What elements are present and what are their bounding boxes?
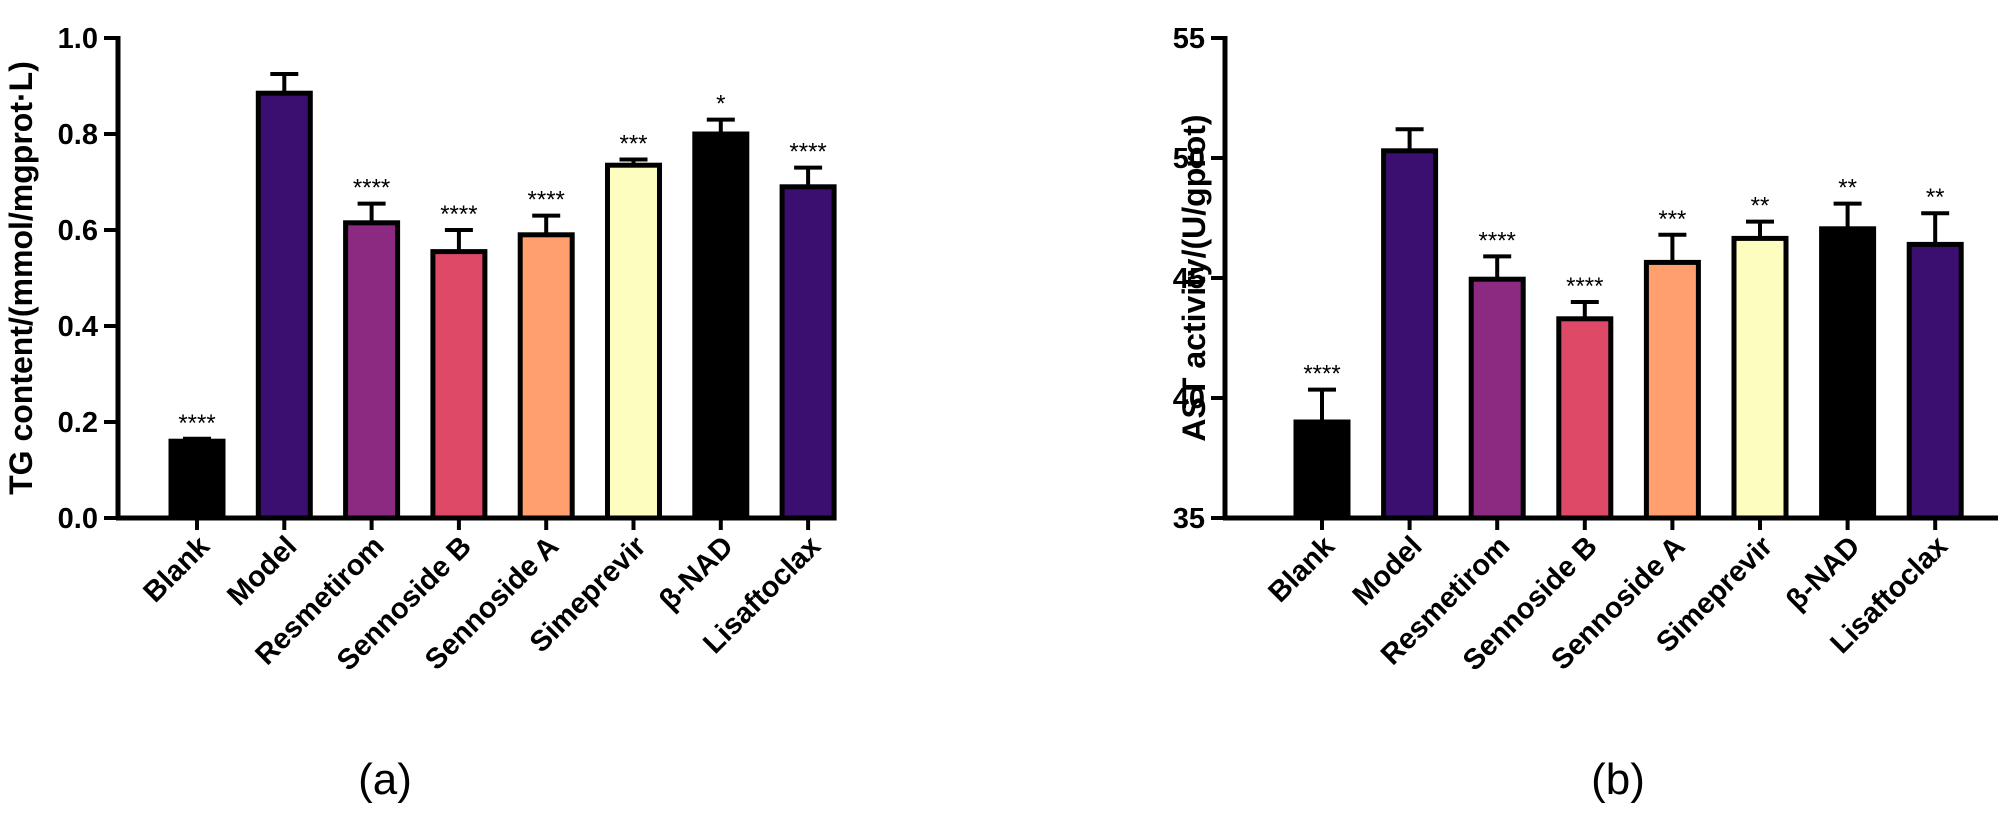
bar-b-5	[1731, 235, 1789, 521]
y-tick-label-b-3: 50	[1173, 143, 1205, 175]
y-tick-label-a-0: 0.0	[58, 503, 98, 535]
y-tick-label-a-5: 1.0	[58, 23, 98, 55]
bar-b-1	[1381, 148, 1439, 521]
significance-label-a-0: ****	[178, 410, 215, 437]
bar-b-6	[1819, 226, 1877, 521]
category-label-b-6: β-NAD	[1780, 530, 1866, 616]
significance-label-a-6: *	[716, 91, 725, 118]
bar-b-7	[1906, 241, 1964, 521]
bar-b-2	[1468, 276, 1526, 521]
category-label-a-0: Blank	[137, 530, 216, 609]
significance-label-b-0: ****	[1303, 361, 1340, 388]
significance-label-b-2: ****	[1479, 227, 1516, 254]
y-tick-label-a-4: 0.8	[58, 119, 98, 151]
significance-label-b-4: ***	[1658, 206, 1686, 233]
bar-a-0	[168, 438, 226, 521]
bar-a-5	[605, 162, 662, 521]
panel-label-b: (b)	[1591, 755, 1645, 804]
bar-b-4	[1643, 259, 1701, 521]
y-tick-label-b-0: 35	[1173, 503, 1205, 535]
bar-b-3	[1556, 316, 1614, 521]
bar-a-3	[430, 249, 488, 521]
bar-b-0	[1293, 419, 1351, 521]
significance-label-a-5: ***	[619, 130, 647, 157]
category-label-b-1: Model	[1347, 530, 1429, 612]
category-label-a-1: Model	[221, 530, 303, 612]
y-tick-label-b-2: 45	[1173, 263, 1205, 295]
bar-a-1	[255, 90, 313, 521]
y-tick-label-a-3: 0.6	[58, 215, 98, 247]
panel-label-a: (a)	[358, 755, 412, 804]
y-axis-label-a: TG content/(mmol/mgprot·L)	[3, 61, 39, 495]
y-tick-label-b-1: 40	[1173, 383, 1205, 415]
bar-a-4	[517, 232, 575, 521]
bar-a-2	[343, 220, 401, 521]
significance-label-b-3: ****	[1566, 273, 1603, 300]
category-label-a-6: β-NAD	[653, 530, 739, 616]
bar-a-7	[779, 184, 837, 521]
significance-label-b-5: **	[1751, 193, 1770, 220]
y-tick-label-a-1: 0.2	[58, 407, 98, 439]
category-label-b-0: Blank	[1262, 530, 1341, 609]
y-tick-label-b-4: 55	[1173, 23, 1205, 55]
y-tick-label-a-2: 0.4	[58, 311, 98, 343]
chart-panel-a: ****Blank Model****Resmetirom****Sennosid…	[3, 23, 837, 804]
y-axis-label-b: AST activity/(U/gprot)	[1176, 114, 1212, 441]
significance-label-a-3: ****	[440, 201, 477, 228]
significance-label-a-2: ****	[353, 175, 390, 202]
chart-panel-b: ****Blank Model****Resmetirom****Sennosid…	[1173, 23, 1998, 804]
significance-label-a-7: ****	[789, 139, 826, 166]
significance-label-a-4: ****	[528, 187, 565, 214]
significance-label-b-6: **	[1838, 175, 1857, 202]
significance-label-b-7: **	[1926, 184, 1945, 211]
bar-a-6	[692, 131, 750, 521]
